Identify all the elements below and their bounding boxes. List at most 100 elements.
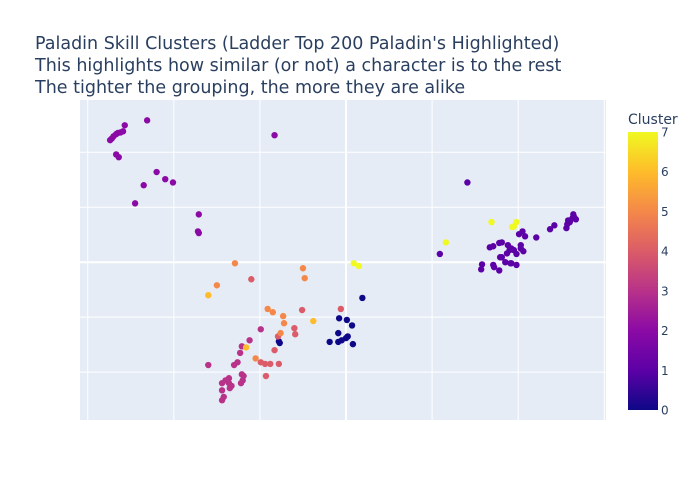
data-point[interactable] <box>564 221 571 228</box>
data-point[interactable] <box>299 265 307 272</box>
cluster-3-series <box>205 326 264 404</box>
colorbar-tick-label: 5 <box>661 205 669 219</box>
data-point[interactable] <box>140 182 147 189</box>
data-point[interactable] <box>551 222 558 229</box>
data-point[interactable] <box>264 305 271 313</box>
data-point[interactable] <box>195 229 203 237</box>
data-point[interactable] <box>442 239 450 246</box>
data-point[interactable] <box>344 333 351 340</box>
title-line-3: The tighter the grouping, the more they … <box>35 78 466 98</box>
data-point[interactable] <box>279 312 287 320</box>
data-point[interactable] <box>205 291 212 299</box>
data-point[interactable] <box>252 355 259 362</box>
data-point[interactable] <box>280 320 288 327</box>
data-point[interactable] <box>292 331 299 338</box>
data-point[interactable] <box>359 294 366 302</box>
data-point[interactable] <box>436 250 444 258</box>
cluster-6-series <box>205 291 317 351</box>
data-point[interactable] <box>513 261 520 269</box>
data-point[interactable] <box>257 359 264 366</box>
data-point[interactable] <box>507 260 514 267</box>
data-point[interactable] <box>153 168 160 176</box>
data-point[interactable] <box>488 218 495 226</box>
colorbar <box>628 132 658 410</box>
data-point[interactable] <box>355 262 363 270</box>
data-point[interactable] <box>271 131 278 139</box>
data-point[interactable] <box>498 239 506 246</box>
data-point[interactable] <box>242 344 250 351</box>
data-point[interactable] <box>143 117 151 124</box>
cluster-5-series <box>213 260 308 362</box>
data-points <box>106 117 580 404</box>
cluster-4-series <box>248 276 345 380</box>
data-point[interactable] <box>298 306 306 314</box>
data-point[interactable] <box>267 360 274 368</box>
grid-lines <box>80 100 606 420</box>
title-line-1: Paladin Skill Clusters (Ladder Top 200 P… <box>35 34 560 54</box>
data-point[interactable] <box>301 274 308 282</box>
data-point[interactable] <box>131 200 139 207</box>
data-point[interactable] <box>310 317 317 325</box>
data-point[interactable] <box>464 179 471 186</box>
data-point[interactable] <box>271 346 278 354</box>
data-point[interactable] <box>572 216 580 223</box>
data-point[interactable] <box>205 361 212 369</box>
colorbar-title: Cluster <box>628 112 678 128</box>
colorbar-tick-label: 3 <box>661 284 669 298</box>
data-point[interactable] <box>115 153 122 161</box>
data-point[interactable] <box>237 379 245 387</box>
data-point[interactable] <box>520 248 527 255</box>
data-point[interactable] <box>343 316 351 324</box>
colorbar-tick-label: 1 <box>661 364 669 378</box>
data-point[interactable] <box>335 329 342 337</box>
data-point[interactable] <box>213 282 221 289</box>
data-point[interactable] <box>162 175 169 183</box>
data-point[interactable] <box>350 260 357 267</box>
data-point[interactable] <box>246 337 253 344</box>
data-point[interactable] <box>490 243 497 250</box>
data-point[interactable] <box>517 241 524 249</box>
data-point[interactable] <box>262 372 270 380</box>
data-point[interactable] <box>225 375 233 382</box>
data-point[interactable] <box>269 309 277 316</box>
data-point[interactable] <box>121 122 128 129</box>
data-point[interactable] <box>230 361 238 369</box>
data-point[interactable] <box>477 266 485 273</box>
data-point[interactable] <box>218 387 226 394</box>
data-point[interactable] <box>533 234 540 241</box>
data-point[interactable] <box>490 261 497 269</box>
data-point[interactable] <box>275 338 283 345</box>
cluster-0-series <box>275 294 366 348</box>
data-point[interactable] <box>521 233 529 240</box>
data-point[interactable] <box>570 211 577 218</box>
data-point[interactable] <box>326 338 333 346</box>
data-point[interactable] <box>119 128 127 135</box>
data-point[interactable] <box>218 397 226 404</box>
data-point[interactable] <box>228 382 235 390</box>
cluster-2-series <box>106 117 278 237</box>
data-point[interactable] <box>335 315 343 322</box>
data-point[interactable] <box>478 261 486 268</box>
data-point[interactable] <box>195 211 203 218</box>
data-point[interactable] <box>496 254 504 261</box>
data-point[interactable] <box>277 329 284 337</box>
data-point[interactable] <box>275 360 283 368</box>
data-point[interactable] <box>248 276 255 283</box>
colorbar-ticks: 0 1 2 3 4 5 6 7 <box>661 126 669 418</box>
data-point[interactable] <box>496 267 503 274</box>
data-point[interactable] <box>513 250 520 258</box>
data-point[interactable] <box>546 226 554 233</box>
data-point[interactable] <box>508 223 516 231</box>
data-point[interactable] <box>231 260 239 267</box>
data-point[interactable] <box>502 258 509 266</box>
data-point[interactable] <box>169 179 177 186</box>
data-point[interactable] <box>236 349 244 357</box>
colorbar-tick-label: 4 <box>661 245 669 259</box>
data-point[interactable] <box>515 230 523 238</box>
data-point[interactable] <box>257 326 264 333</box>
data-point[interactable] <box>291 324 298 332</box>
data-point[interactable] <box>349 340 357 348</box>
data-point[interactable] <box>337 305 345 313</box>
data-point[interactable] <box>348 322 356 329</box>
